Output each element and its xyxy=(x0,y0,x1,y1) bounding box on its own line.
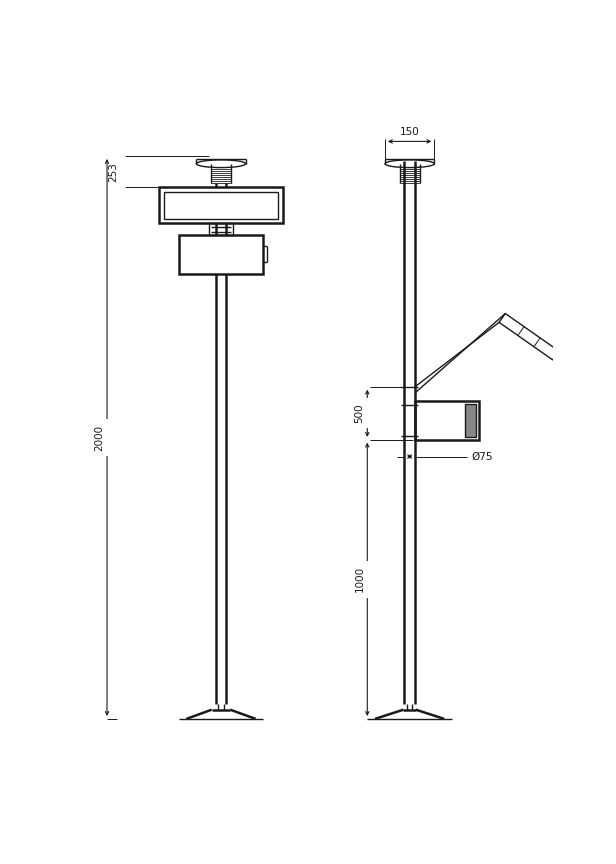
Ellipse shape xyxy=(197,160,246,168)
Text: 150: 150 xyxy=(400,127,419,137)
Bar xyxy=(164,192,278,219)
Bar xyxy=(465,403,476,436)
Bar xyxy=(179,235,264,274)
Text: 2000: 2000 xyxy=(94,424,104,450)
Bar xyxy=(415,401,479,440)
Bar xyxy=(160,187,283,224)
Ellipse shape xyxy=(385,160,434,168)
Text: Ø75: Ø75 xyxy=(471,452,493,461)
Text: 500: 500 xyxy=(355,403,365,423)
Text: 253: 253 xyxy=(108,162,118,181)
Text: 1000: 1000 xyxy=(355,566,365,593)
